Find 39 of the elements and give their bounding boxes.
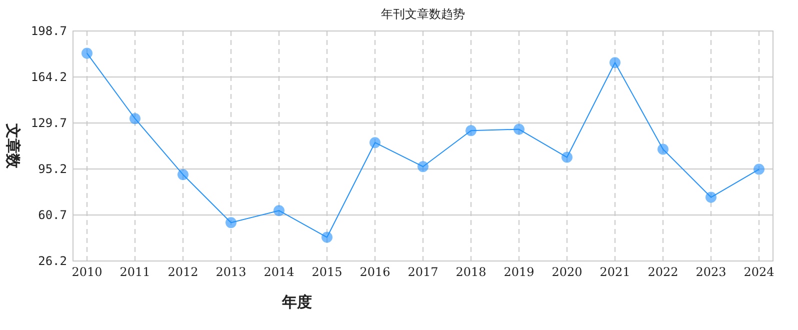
y-tick-label: 198.7: [30, 24, 67, 38]
point: [370, 137, 380, 148]
point: [226, 217, 236, 228]
point: [466, 125, 476, 136]
x-tick-label: 2015: [312, 265, 342, 279]
x-tick-label: 2013: [216, 265, 246, 279]
point: [562, 152, 572, 163]
x-tick-label: 2017: [408, 265, 438, 279]
point: [706, 192, 716, 203]
point: [418, 161, 428, 172]
point: [274, 205, 284, 216]
x-tick-label: 2012: [168, 265, 198, 279]
x-tick-label: 2022: [648, 265, 678, 279]
y-tick-label: 164.2: [30, 70, 67, 84]
x-tick-label: 2011: [120, 265, 150, 279]
y-tick-label: 26.2: [38, 254, 67, 268]
point: [322, 232, 332, 243]
point: [658, 144, 668, 155]
x-tick-label: 2024: [744, 265, 775, 279]
y-tick-label: 129.7: [30, 116, 67, 130]
chart-title: 年刊文章数趋势: [381, 7, 465, 21]
point: [754, 164, 764, 175]
x-tick-label: 2014: [264, 265, 295, 279]
y-tick-label: 95.2: [38, 162, 67, 176]
point: [178, 169, 188, 180]
x-tick-label: 2010: [72, 265, 102, 279]
point: [130, 113, 140, 124]
x-tick-label: 2016: [360, 265, 390, 279]
x-tick-label: 2018: [456, 265, 486, 279]
point: [610, 57, 620, 68]
y-tick-label: 60.7: [38, 208, 67, 222]
x-tick-label: 2023: [696, 265, 726, 279]
y-axis-title: 文章数: [4, 122, 22, 170]
x-tick-label: 2021: [600, 265, 630, 279]
point: [514, 124, 524, 135]
x-axis-title: 年度: [281, 293, 312, 311]
x-tick-label: 2020: [552, 265, 582, 279]
x-tick-label: 2019: [504, 265, 534, 279]
point: [82, 48, 92, 59]
